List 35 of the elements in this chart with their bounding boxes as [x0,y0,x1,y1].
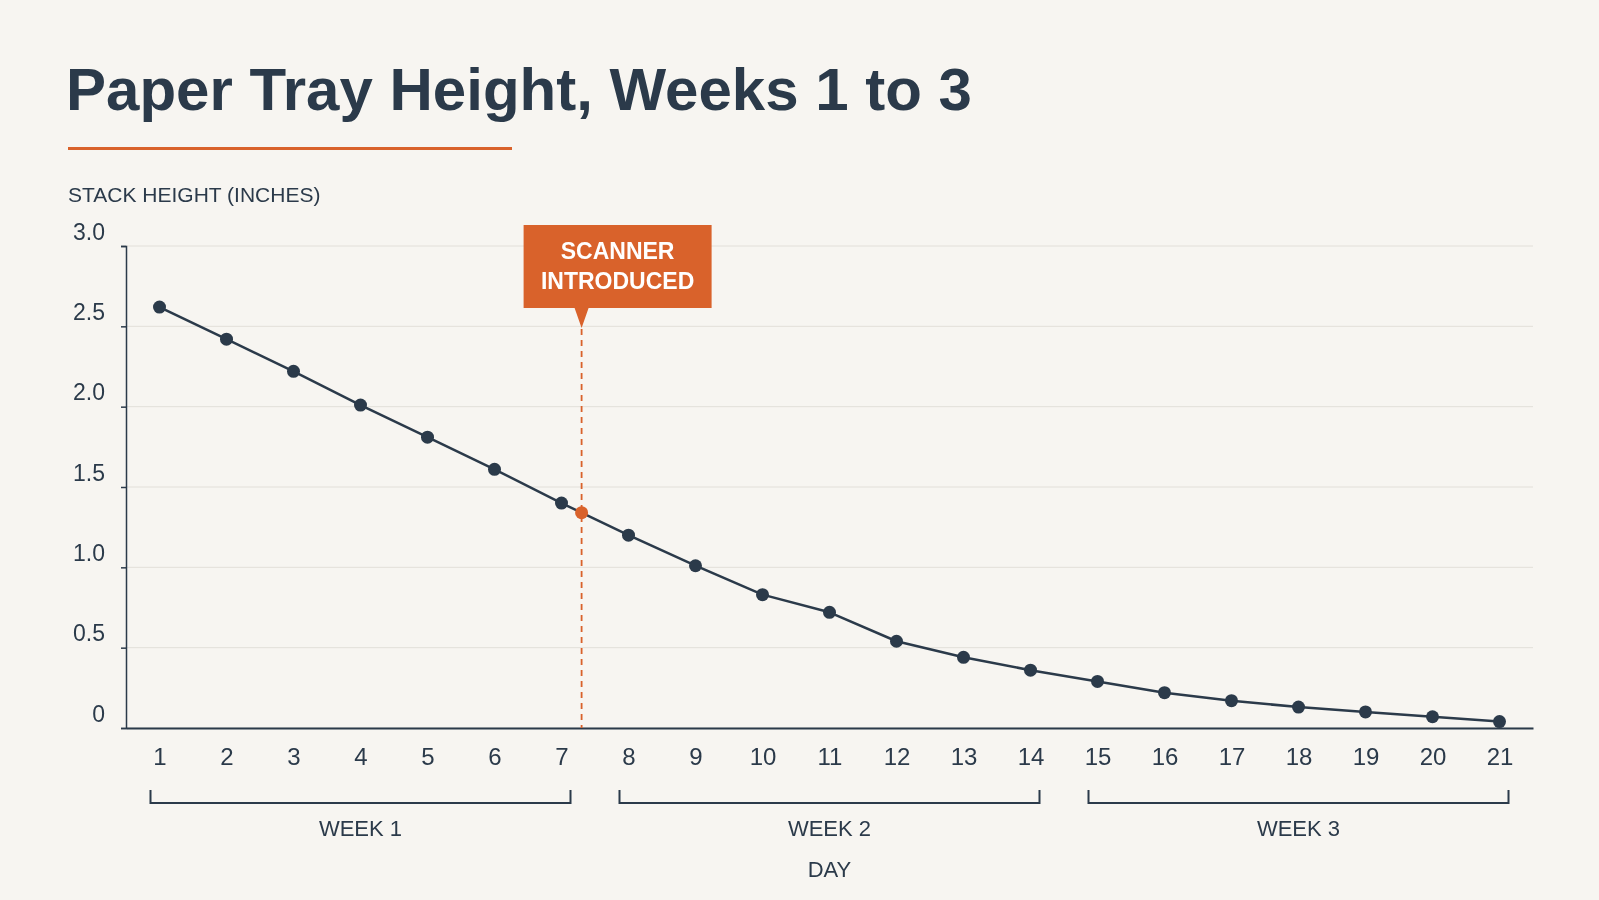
y-tick-label: 2.0 [73,379,105,406]
x-tick-label: 3 [287,743,301,771]
y-tick-label: 0.5 [73,620,105,647]
x-tick-label: 1 [153,743,167,771]
x-tick-label: 7 [555,743,569,771]
x-tick-label: 19 [1352,743,1380,771]
y-tick-label: 1.0 [73,539,105,566]
x-tick-label: 16 [1151,743,1179,771]
x-tick-label: 15 [1084,743,1112,771]
x-axis-title: DAY [807,857,852,882]
y-tick-label: 1.5 [73,459,105,486]
y-tick-label: 3.0 [73,218,105,245]
x-tick-label: 8 [622,743,636,771]
x-tick-label: 21 [1486,743,1514,771]
text: WEEK 1 [318,816,403,841]
chart-title: Paper Tray Height, Weeks 1 to 3 [66,56,972,123]
x-tick-label: 11 [817,743,843,771]
x-tick-label: 18 [1285,743,1313,771]
x-tick-label: 17 [1218,743,1246,771]
x-tick-label: 5 [421,743,435,771]
y-axis-title: STACK HEIGHT (INCHES) [68,183,321,206]
x-tick-label: 13 [950,743,978,771]
text: WEEK 3 [1256,816,1341,841]
y-tick-label: 2.5 [73,298,105,325]
x-tick-label: 4 [354,743,368,771]
x-tick-label: 6 [488,743,502,771]
x-tick-label: 20 [1419,743,1447,771]
x-tick-label: 9 [689,743,703,771]
x-tick-label: 10 [749,743,777,771]
ref-line-label: SCANNER INTRODUCED [540,238,695,294]
x-tick-label: 14 [1017,743,1045,771]
x-tick-label: 12 [883,743,911,771]
y-tick-label: 0 [92,700,105,727]
x-tick-label: 2 [220,743,234,771]
text: WEEK 2 [787,816,872,841]
